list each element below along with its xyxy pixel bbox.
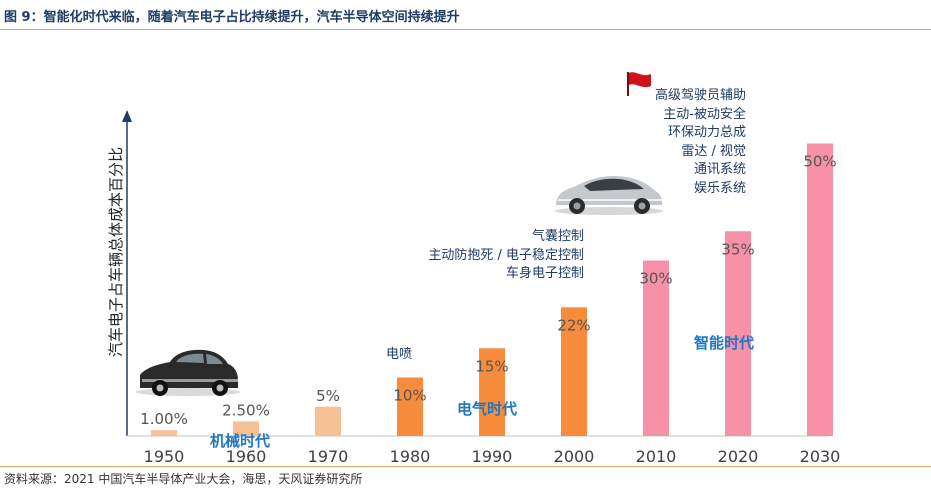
annotation-2000: 气囊控制 主动防抱死 / 电子稳定控制 车身电子控制 — [428, 228, 584, 281]
annotation-2000-line-3: 车身电子控制 — [506, 265, 584, 281]
vintage-car-icon — [136, 349, 240, 396]
annotation-2030-line-5: 通讯系统 — [694, 162, 746, 177]
value-label-1970: 5% — [316, 387, 340, 405]
modern-car-icon — [555, 176, 663, 215]
value-label-2020: 35% — [721, 240, 754, 258]
bar-1970 — [315, 406, 341, 436]
bar-1960 — [233, 421, 259, 436]
annotation-2030-line-1: 高级驾驶员辅助 — [655, 87, 746, 103]
source-note: 资料来源：2021 中国汽车半导体产业大会，海思，天风证券研究所 — [4, 472, 363, 486]
bar-1950 — [151, 430, 177, 436]
x-tick-1950: 1950 — [144, 447, 185, 466]
value-label-2000: 22% — [557, 316, 590, 334]
annotation-2030-line-6: 娱乐系统 — [694, 181, 746, 196]
bar-2010 — [643, 260, 669, 436]
annotation-2030-line-3: 环保动力总成 — [668, 125, 746, 140]
value-label-1980: 10% — [393, 387, 426, 405]
era-label-intelligent: 智能时代 — [694, 334, 754, 352]
x-tick-1990: 1990 — [472, 447, 513, 466]
era-label-electrical: 电气时代 — [457, 400, 517, 418]
value-label-1950: 1.00% — [140, 410, 188, 428]
annotation-2030-line-4: 雷达 / 视觉 — [681, 144, 746, 159]
x-tick-2000: 2000 — [554, 447, 595, 466]
title-divider — [0, 29, 931, 30]
annotation-2030-line-2: 主动-被动安全 — [663, 106, 746, 122]
bar-2030 — [807, 143, 833, 436]
source-divider — [0, 466, 931, 467]
x-tick-2020: 2020 — [718, 447, 759, 466]
x-tick-1960: 1960 — [226, 447, 267, 466]
value-label-1990: 15% — [475, 357, 508, 375]
annotation-2000-line-2: 主动防抱死 / 电子稳定控制 — [428, 247, 584, 263]
bar-1990 — [479, 348, 505, 436]
value-labels-group: 1.00% 2.50% 5% 10% 15% 22% 30% 35% 50% — [140, 153, 837, 429]
y-axis — [122, 110, 132, 436]
x-tick-2010: 2010 — [636, 447, 677, 466]
value-label-1960: 2.50% — [222, 401, 270, 419]
x-tick-1980: 1980 — [390, 447, 431, 466]
era-label-mechanical: 机械时代 — [210, 432, 270, 450]
bars-group — [151, 143, 833, 436]
x-tick-labels-group: 1950 1960 1970 1980 1990 2000 2010 2020 2030 — [144, 447, 841, 466]
red-flag-icon — [627, 72, 651, 96]
x-tick-2030: 2030 — [800, 447, 841, 466]
value-label-2010: 30% — [639, 270, 672, 288]
bar-2000 — [561, 307, 587, 436]
bar-2020 — [725, 231, 751, 436]
y-axis-label: 汽车电子占车辆总体成本百分比 — [107, 147, 125, 357]
annotation-2000-line-1: 气囊控制 — [532, 228, 584, 244]
figure-title: 图 9：智能化时代来临，随着汽车电子占比持续提升，汽车半导体空间持续提升 — [4, 10, 460, 25]
x-tick-1970: 1970 — [308, 447, 349, 466]
bar-1980 — [397, 377, 423, 436]
bar-chart: 汽车电子占车辆总体成本百分比 1.00% 2.50% 5% 10% 15% 22% 30% 3… — [107, 72, 841, 466]
value-label-2030: 50% — [803, 153, 836, 171]
annotation-1980-line-1: 电喷 — [386, 347, 412, 362]
annotation-2030: 高级驾驶员辅助 主动-被动安全 环保动力总成 雷达 / 视觉 通讯系统 娱乐系统 — [655, 87, 746, 196]
y-axis-arrow-icon — [122, 110, 132, 122]
